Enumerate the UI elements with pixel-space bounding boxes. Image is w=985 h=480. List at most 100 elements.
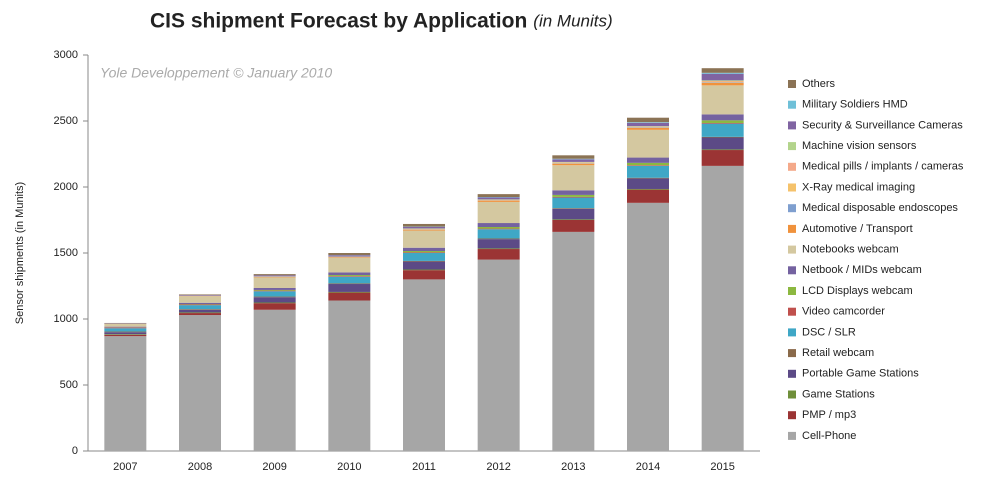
legend-label: LCD Displays webcam bbox=[802, 285, 913, 297]
bar-segment bbox=[701, 82, 744, 86]
legend-label: Automotive / Transport bbox=[802, 223, 913, 235]
bar-segment bbox=[552, 220, 595, 232]
bar-segment bbox=[328, 255, 371, 257]
bar-segment bbox=[701, 120, 744, 123]
bar-segment bbox=[552, 190, 595, 195]
legend-swatch bbox=[788, 204, 796, 213]
bar-segment bbox=[552, 158, 595, 160]
legend-swatch bbox=[788, 411, 796, 420]
bar-segment bbox=[328, 276, 371, 284]
bar-segment bbox=[627, 127, 669, 130]
bar-segment bbox=[552, 208, 595, 220]
bar-segment bbox=[179, 302, 221, 305]
bar-segment bbox=[328, 257, 371, 273]
legend-label: DSC / SLR bbox=[802, 326, 856, 338]
x-tick-label: 2007 bbox=[113, 461, 137, 473]
bar-segment bbox=[627, 165, 669, 166]
chart-title: CIS shipment Forecast by Application bbox=[150, 10, 527, 33]
bar-segment bbox=[253, 274, 296, 276]
legend-swatch bbox=[788, 287, 796, 295]
bar-segment bbox=[104, 326, 147, 328]
bar-segment bbox=[104, 324, 147, 327]
y-tick-label: 1500 bbox=[54, 247, 78, 259]
legend-swatch bbox=[788, 245, 796, 254]
bar-segment bbox=[477, 229, 520, 239]
x-tick-label: 2012 bbox=[486, 461, 510, 473]
x-tick-label: 2009 bbox=[262, 461, 286, 473]
bar-segment bbox=[477, 239, 520, 249]
bar-segment bbox=[701, 122, 744, 124]
bar-segment bbox=[552, 196, 595, 198]
legend-swatch bbox=[788, 121, 796, 130]
bar-segment bbox=[627, 189, 669, 203]
bar-segment bbox=[403, 230, 445, 248]
bar-segment bbox=[179, 304, 221, 306]
bar-segment bbox=[328, 300, 371, 451]
legend-label: Portable Game Stations bbox=[802, 368, 919, 380]
legend-swatch bbox=[788, 328, 796, 337]
bar-segment bbox=[552, 197, 595, 209]
legend-label: Medical disposable endoscopes bbox=[802, 202, 958, 214]
bar-segment bbox=[403, 269, 445, 271]
y-tick-label: 3000 bbox=[54, 49, 78, 61]
bar-segment bbox=[179, 309, 221, 313]
bar-segment bbox=[701, 72, 744, 74]
x-tick-label: 2015 bbox=[710, 461, 734, 473]
bar-segment bbox=[477, 201, 520, 224]
legend-label: Machine vision sensors bbox=[802, 140, 917, 152]
bar-segment bbox=[328, 276, 371, 277]
legend-swatch bbox=[788, 390, 796, 399]
bar-segment bbox=[328, 291, 371, 293]
x-tick-label: 2014 bbox=[636, 461, 660, 473]
bar-segment bbox=[701, 165, 744, 451]
bar-segment bbox=[627, 129, 669, 158]
bar-segment bbox=[627, 177, 669, 179]
y-tick-label: 500 bbox=[60, 379, 78, 391]
legend-label: Others bbox=[802, 78, 836, 90]
x-tick-label: 2011 bbox=[412, 461, 436, 473]
legend-label: Cell-Phone bbox=[802, 430, 856, 442]
bar-segment bbox=[104, 331, 147, 333]
bar-segment bbox=[104, 334, 147, 335]
bar-segment bbox=[253, 277, 296, 288]
bar-segment bbox=[328, 292, 371, 301]
bar-segment bbox=[104, 336, 147, 451]
bar-segment bbox=[403, 261, 445, 270]
bar-segment bbox=[328, 272, 371, 276]
bar-segment bbox=[253, 290, 296, 292]
bar-segment bbox=[552, 163, 595, 166]
bar-segment bbox=[477, 223, 520, 227]
legend-label: Video camcorder bbox=[802, 306, 885, 318]
bar-segment bbox=[701, 81, 744, 83]
bar-segment bbox=[477, 226, 520, 229]
bar-segment bbox=[552, 161, 595, 163]
bar-segment bbox=[701, 85, 744, 115]
legend-swatch bbox=[788, 100, 796, 109]
legend-swatch bbox=[788, 266, 796, 275]
x-tick-label: 2013 bbox=[561, 461, 585, 473]
bar-segment bbox=[552, 219, 595, 220]
bar-segment bbox=[477, 197, 520, 200]
y-tick-label: 1000 bbox=[54, 313, 78, 325]
chart-subtitle: (in Munits) bbox=[533, 11, 612, 30]
bar-segment bbox=[701, 114, 744, 121]
bar-segment bbox=[403, 279, 445, 451]
bar-segment bbox=[328, 253, 371, 256]
x-tick-label: 2008 bbox=[188, 461, 212, 473]
bar-segment bbox=[627, 126, 669, 127]
legend-swatch bbox=[788, 162, 796, 171]
bar-segment bbox=[477, 238, 520, 240]
bar-segment bbox=[179, 305, 221, 310]
bar-segment bbox=[253, 302, 296, 304]
legend-swatch bbox=[788, 183, 796, 192]
bar-segment bbox=[403, 253, 445, 261]
bar-segment bbox=[253, 296, 296, 298]
bar-segment bbox=[701, 123, 744, 137]
bar-segment bbox=[253, 291, 296, 297]
bar-segment bbox=[403, 252, 445, 253]
bar-segment bbox=[253, 303, 296, 310]
bar-segment bbox=[403, 229, 445, 231]
legend-swatch bbox=[788, 307, 796, 316]
bar-segment bbox=[104, 328, 147, 332]
y-tick-label: 2500 bbox=[54, 115, 78, 127]
